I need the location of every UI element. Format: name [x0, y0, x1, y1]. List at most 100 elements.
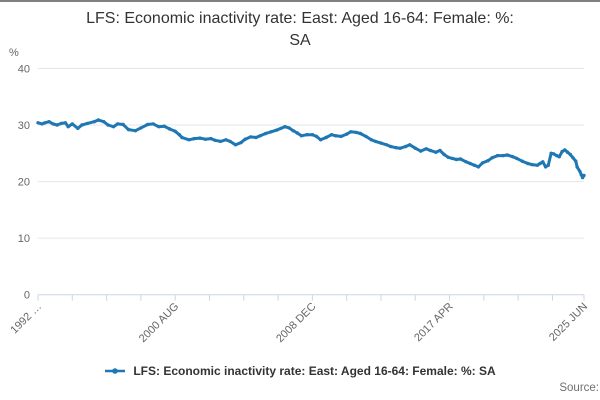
series-point-marker[interactable] [549, 151, 553, 155]
series-point-marker[interactable] [541, 160, 545, 164]
series-point-marker[interactable] [419, 149, 423, 153]
series-point-marker[interactable] [80, 123, 84, 127]
series-point-marker[interactable] [85, 121, 90, 126]
series-point-marker[interactable] [345, 132, 349, 136]
series-point-marker[interactable] [203, 137, 208, 141]
series-point-marker[interactable] [102, 120, 106, 124]
series-point-marker[interactable] [438, 148, 442, 153]
series-point-marker[interactable] [157, 125, 161, 129]
series-point-marker[interactable] [177, 133, 181, 137]
series-point-marker[interactable] [505, 153, 509, 157]
series-point-marker[interactable] [198, 136, 202, 140]
series-point-marker[interactable] [146, 122, 150, 127]
series-point-marker[interactable] [264, 131, 268, 136]
series-point-marker[interactable] [476, 165, 481, 169]
series-point-marker[interactable] [92, 120, 96, 124]
series-point-marker[interactable] [552, 152, 556, 156]
series-point-marker[interactable] [275, 128, 279, 132]
series-point-marker[interactable] [243, 137, 247, 141]
series-point-marker[interactable] [228, 139, 232, 144]
series-point-marker[interactable] [354, 130, 358, 135]
series-point-marker[interactable] [43, 121, 47, 125]
series-point-marker[interactable] [187, 138, 191, 142]
series-point-marker[interactable] [151, 122, 155, 126]
series-point-marker[interactable] [121, 122, 125, 127]
series-point-marker[interactable] [526, 161, 530, 166]
series-point-marker[interactable] [324, 135, 328, 140]
series-point-marker[interactable] [472, 163, 476, 167]
series-point-marker[interactable] [40, 122, 44, 126]
series-point-marker[interactable] [96, 118, 101, 122]
series-point-marker[interactable] [36, 121, 40, 125]
series-point-marker[interactable] [424, 147, 428, 151]
series-point-marker[interactable] [287, 126, 291, 130]
series-point-marker[interactable] [162, 124, 166, 128]
series-point-marker[interactable] [582, 173, 586, 178]
series-point-marker[interactable] [501, 153, 505, 158]
series-point-marker[interactable] [575, 165, 579, 169]
series-point-marker[interactable] [318, 138, 323, 142]
series-point-marker[interactable] [574, 159, 578, 163]
series-point-marker[interactable] [379, 141, 383, 145]
series-point-marker[interactable] [192, 136, 197, 141]
series-point-marker[interactable] [413, 146, 417, 150]
series-point-marker[interactable] [388, 144, 393, 149]
series-point-marker[interactable] [468, 161, 472, 166]
series-point-marker[interactable] [209, 136, 213, 141]
series-point-marker[interactable] [334, 134, 338, 138]
series-point-marker[interactable] [295, 131, 299, 135]
series-point-marker[interactable] [446, 155, 450, 159]
series-point-marker[interactable] [480, 161, 485, 165]
series-point-marker[interactable] [434, 150, 438, 154]
legend[interactable]: LFS: Economic inactivity rate: East: Age… [0, 364, 600, 378]
series-point-marker[interactable] [239, 140, 243, 145]
series-point-marker[interactable] [329, 133, 334, 137]
series-point-marker[interactable] [111, 125, 116, 129]
series-point-marker[interactable] [254, 135, 258, 140]
series-point-marker[interactable] [578, 169, 582, 174]
series-point-marker[interactable] [428, 148, 433, 153]
series-point-marker[interactable] [384, 143, 389, 147]
series-point-marker[interactable] [557, 155, 561, 159]
series-point-marker[interactable] [515, 156, 519, 161]
series-point-marker[interactable] [464, 160, 468, 164]
series-point-marker[interactable] [291, 129, 295, 133]
series-point-marker[interactable] [180, 135, 184, 140]
series-point-marker[interactable] [450, 156, 454, 161]
series-point-marker[interactable] [139, 126, 143, 130]
series-point-marker[interactable] [59, 121, 63, 126]
series-point-marker[interactable] [404, 144, 408, 149]
series-point-marker[interactable] [511, 155, 515, 159]
series-point-marker[interactable] [126, 127, 131, 132]
series-point-marker[interactable] [314, 134, 319, 139]
series-point-marker[interactable] [495, 153, 500, 158]
series-point-marker[interactable] [76, 126, 80, 131]
series-point-marker[interactable] [66, 125, 70, 129]
series-point-marker[interactable] [305, 133, 309, 137]
series-point-marker[interactable] [442, 152, 446, 157]
series-point-marker[interactable] [408, 143, 412, 147]
series-point-marker[interactable] [454, 157, 459, 162]
series-point-marker[interactable] [224, 138, 228, 142]
series-point-marker[interactable] [520, 159, 524, 163]
series-point-marker[interactable] [554, 153, 559, 158]
series-point-marker[interactable] [571, 156, 575, 160]
series-point-marker[interactable] [538, 161, 542, 166]
series-point-marker[interactable] [369, 138, 374, 142]
series-point-marker[interactable] [299, 134, 304, 138]
series-point-marker[interactable] [248, 135, 253, 139]
series-point-marker[interactable] [218, 139, 223, 144]
chart-plot-area[interactable]: 0 10 20 30 40% 1992 … 2000 AUG 2008 DEC 2017 APR… [0, 2, 600, 357]
series-point-marker[interactable] [490, 156, 494, 160]
series-point-marker[interactable] [310, 133, 315, 137]
series-point-marker[interactable] [339, 134, 343, 139]
series-point-marker[interactable] [70, 122, 75, 126]
series-point-marker[interactable] [543, 165, 548, 169]
series-point-marker[interactable] [133, 129, 138, 133]
series-point-marker[interactable] [364, 134, 368, 139]
series-point-marker[interactable] [55, 123, 59, 127]
series-point-marker[interactable] [568, 152, 572, 157]
series-point-marker[interactable] [398, 146, 402, 150]
series-point-marker[interactable] [51, 122, 55, 126]
legend-series-label[interactable]: LFS: Economic inactivity rate: East: Age… [133, 364, 496, 378]
